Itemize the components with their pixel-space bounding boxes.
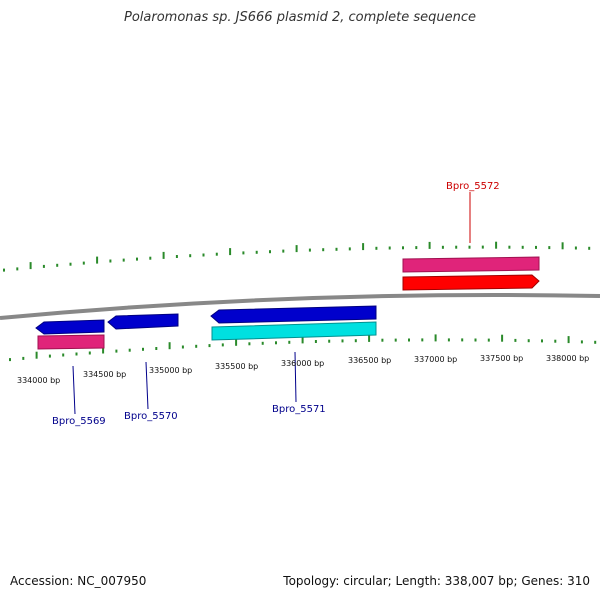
gene-label-bpro-5570[interactable]: Bpro_5570 bbox=[124, 411, 178, 422]
map-title: Polaromonas sp. JS666 plasmid 2, complet… bbox=[123, 10, 476, 25]
gene-label-bpro-5569[interactable]: Bpro_5569 bbox=[52, 416, 106, 427]
tick-label: 337500 bp bbox=[480, 354, 523, 363]
feature-bpro-5571-gene[interactable] bbox=[210, 305, 377, 324]
backbone-arc bbox=[0, 292, 600, 320]
accession-label: Accession: NC_007950 bbox=[10, 574, 147, 588]
upper-tick-row bbox=[3, 241, 591, 272]
gene-label-bpro-5571[interactable]: Bpro_5571 bbox=[272, 404, 326, 415]
tick-label: 334000 bp bbox=[17, 376, 60, 385]
tick-label: 337000 bp bbox=[414, 355, 457, 364]
leader-bpro-5569 bbox=[72, 365, 76, 415]
lower-tick-row bbox=[9, 334, 597, 362]
tick-label: 338000 bp bbox=[546, 354, 589, 363]
tick-label: 336000 bp bbox=[281, 359, 324, 368]
feature-bpro-5572-rna[interactable] bbox=[402, 256, 540, 273]
gene-label-bpro-5572[interactable]: Bpro_5572 bbox=[446, 181, 500, 192]
feature-bpro-5569-gene[interactable] bbox=[35, 319, 105, 335]
feature-bpro-5571-cds[interactable] bbox=[211, 321, 377, 341]
sequence-summary: Topology: circular; Length: 338,007 bp; … bbox=[283, 574, 590, 588]
leader-bpro-5570 bbox=[145, 361, 149, 410]
tick-label: 336500 bp bbox=[348, 356, 391, 365]
feature-bpro-5569-rna[interactable] bbox=[37, 334, 105, 350]
tick-label: 335500 bp bbox=[215, 362, 258, 371]
feature-bpro-5570-gene[interactable] bbox=[107, 313, 179, 330]
leader-bpro-5571 bbox=[294, 351, 297, 403]
feature-bpro-5572-gene[interactable] bbox=[402, 274, 540, 291]
tick-label: 334500 bp bbox=[83, 370, 126, 379]
tick-label: 335000 bp bbox=[149, 366, 192, 375]
